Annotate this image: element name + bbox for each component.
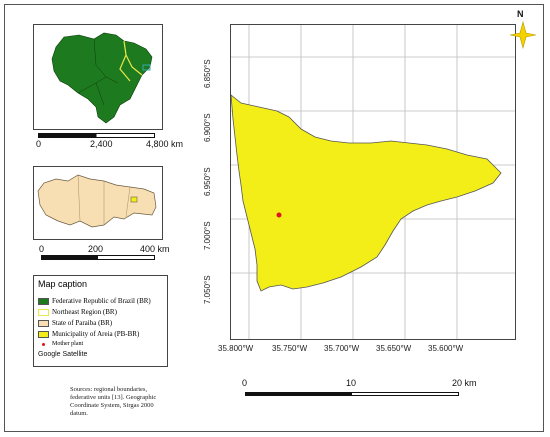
main-scale-end: 20 km [452, 378, 477, 388]
brazil-scale-mid: 2,400 [90, 139, 113, 149]
sources-note: Sources: regional boundaries, federative… [70, 386, 157, 417]
paraiba-shape [37, 174, 157, 228]
region-lines [77, 38, 119, 106]
lat-label-6950: 6.950°S [203, 167, 212, 196]
map-frame [4, 4, 544, 432]
legend-swatch-paraiba [38, 319, 49, 327]
main-map [230, 24, 516, 340]
legend-label-northeast: Northeast Region (BR) [52, 308, 117, 316]
north-arrow-icon [509, 20, 537, 50]
lat-label-7050: 7.050°S [203, 275, 212, 304]
paraiba-internal-lines [77, 174, 131, 225]
paraiba-map [37, 174, 157, 228]
areia-map [230, 25, 515, 339]
paraiba-scale-end: 400 km [140, 244, 170, 254]
brazil-scale-end: 4,800 km [146, 139, 184, 149]
paraiba-scale-0: 0 [39, 244, 45, 254]
lon-label-35700: 35.700°W [324, 344, 360, 353]
north-label: N [517, 9, 524, 19]
legend-swatch-northeast [38, 308, 49, 316]
lat-label-7000: 7.000°S [203, 221, 212, 250]
legend-title: Map caption [38, 279, 88, 289]
legend-point-icon [38, 342, 49, 346]
legend-basemap: Google Satellite [38, 351, 88, 358]
paraiba-scale-bar [41, 255, 155, 260]
legend-item-northeast: Northeast Region (BR) [38, 307, 117, 317]
lon-label-35750: 35.750°W [272, 344, 308, 353]
map-legend: Map caption Federative Republic of Brazi… [33, 275, 168, 367]
legend-swatch-brazil [38, 297, 49, 305]
areia-municipality [230, 94, 502, 292]
legend-swatch-areia [38, 330, 49, 338]
lon-label-35800: 35.800°W [218, 344, 254, 353]
legend-item-areia: Municipality of Areia (PB-BR) [38, 329, 139, 339]
legend-label-paraiba: State of Paraiba (BR) [52, 319, 113, 327]
mother-plant-point [276, 212, 282, 218]
brazil-shape [51, 32, 153, 124]
lat-label-6850: 6.850°S [203, 59, 212, 88]
legend-label-brazil: Federative Republic of Brazil (BR) [52, 297, 151, 305]
legend-item-brazil: Federative Republic of Brazil (BR) [38, 296, 151, 306]
main-scale-mid: 10 [346, 378, 357, 388]
brazil-map [51, 32, 153, 124]
legend-item-mother-plant: Mother plant [38, 339, 83, 349]
legend-label-mother-plant: Mother plant [52, 341, 84, 347]
legend-item-paraiba: State of Paraiba (BR) [38, 318, 112, 328]
main-scale-0: 0 [242, 378, 248, 388]
paraiba-inset-map [33, 166, 163, 240]
brazil-scale-0: 0 [36, 139, 42, 149]
brazil-scale-bar [38, 133, 155, 138]
lon-label-35650: 35.650°W [376, 344, 412, 353]
lat-label-6900: 6.900°S [203, 113, 212, 142]
areia-locator [130, 196, 138, 203]
northeast-boundary [119, 40, 143, 82]
legend-label-areia: Municipality of Areia (PB-BR) [52, 330, 140, 338]
paraiba-highlight [142, 64, 151, 71]
lon-label-35600: 35.600°W [428, 344, 464, 353]
paraiba-scale-mid: 200 [88, 244, 104, 254]
brazil-inset-map [33, 24, 163, 130]
main-scale-bar [245, 392, 459, 396]
